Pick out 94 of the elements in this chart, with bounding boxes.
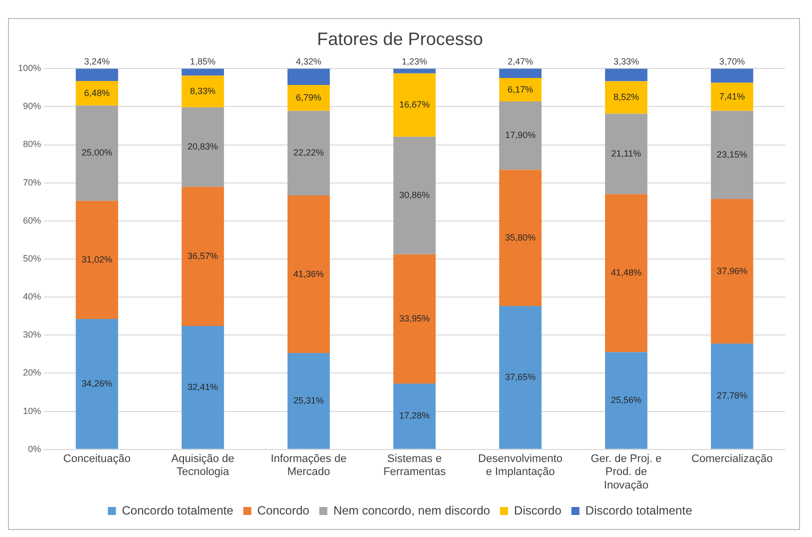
bar <box>605 68 648 82</box>
data-label: 37,96% <box>716 266 748 276</box>
bar <box>393 68 436 74</box>
bar <box>287 196 330 354</box>
data-label: 32,41% <box>188 382 218 392</box>
bar <box>499 78 542 102</box>
bar <box>710 82 754 111</box>
data-label: 16,67% <box>399 100 430 110</box>
y-tick-label: 80% <box>23 139 42 150</box>
data-label: 20,83% <box>188 142 218 152</box>
y-tick-label: 0% <box>28 444 42 454</box>
data-label: 27,78% <box>716 390 748 401</box>
data-label: 1,23% <box>402 56 428 67</box>
data-label: 8,52% <box>613 92 639 102</box>
bar <box>710 199 754 344</box>
bar <box>393 384 436 449</box>
bar <box>182 76 224 108</box>
data-label: 3,33% <box>613 56 639 67</box>
y-tick-label: 70% <box>23 177 42 188</box>
data-label: 17,90% <box>505 130 536 140</box>
y-tick-label: 50% <box>23 253 42 264</box>
bar <box>76 106 118 201</box>
data-label: 41,36% <box>293 268 324 279</box>
y-tick-label: 10% <box>23 406 42 416</box>
data-label: 4,32% <box>296 56 322 67</box>
y-tick-label: 40% <box>23 292 42 302</box>
data-label: 1,85% <box>190 56 216 67</box>
bar <box>76 318 118 449</box>
legend-label: Discordo <box>514 503 562 518</box>
x-tick-label: Sistemas e Ferramentas <box>383 453 446 478</box>
bar <box>76 68 118 81</box>
chart-title: Fatores de Processo <box>316 28 484 49</box>
data-label: 17,28% <box>399 410 430 421</box>
bar <box>287 85 330 111</box>
data-label: 3,70% <box>719 56 745 67</box>
x-tick-label: Informações de Mercado <box>270 453 347 478</box>
bar <box>710 68 754 83</box>
y-tick-label: 60% <box>23 215 42 226</box>
data-label: 6,17% <box>508 84 534 94</box>
data-label: 8,33% <box>190 86 216 96</box>
data-label: 31,02% <box>82 254 112 264</box>
y-tick-label: 30% <box>23 330 42 340</box>
bar <box>605 352 648 449</box>
x-tick-label: Comercialização <box>691 453 773 466</box>
bar <box>287 68 330 86</box>
x-tick-label: Ger. de Proj. e Prod. de Inovação <box>590 453 662 492</box>
y-tick-label: 20% <box>23 368 42 378</box>
data-label: 36,57% <box>188 250 218 261</box>
bar <box>182 68 224 76</box>
data-label: 21,11% <box>611 148 642 158</box>
bar <box>393 136 436 254</box>
data-label: 30,86% <box>399 190 430 200</box>
data-label: 2,47% <box>508 56 534 67</box>
data-label: 23,15% <box>716 149 748 160</box>
data-label: 3,24% <box>84 56 110 67</box>
legend-label: Concordo <box>257 503 310 518</box>
data-label: 6,48% <box>84 88 110 98</box>
bar <box>499 102 542 170</box>
data-label: 25,56% <box>610 394 642 405</box>
data-label: 25,31% <box>293 395 324 406</box>
bar <box>287 353 330 449</box>
data-label: 33,95% <box>399 313 430 324</box>
bar <box>605 194 648 352</box>
bar <box>182 326 224 449</box>
bar <box>499 170 542 306</box>
data-label: 7,41% <box>719 91 745 102</box>
x-tick-label: Desenvolvimento e Implantação <box>478 453 563 478</box>
bar <box>499 68 542 78</box>
data-label: 41,48% <box>610 268 642 278</box>
legend-label: Concordo totalmente <box>122 503 234 518</box>
data-label: 35,80% <box>505 232 536 242</box>
legend-label: Nem concordo, nem discordo <box>333 503 490 518</box>
bar <box>605 81 648 114</box>
data-label: 6,79% <box>296 92 322 102</box>
y-tick-label: 100% <box>18 63 42 74</box>
y-tick-label: 90% <box>23 101 42 112</box>
bar <box>605 114 648 194</box>
bar <box>182 186 224 326</box>
bar <box>287 110 330 196</box>
bar <box>710 110 754 200</box>
data-label: 37,65% <box>505 372 536 382</box>
bar <box>76 80 118 106</box>
bar <box>76 200 118 319</box>
legend-label: Discordo totalmente <box>585 503 692 518</box>
bar <box>710 344 754 449</box>
bar <box>182 107 224 187</box>
bar <box>393 73 436 137</box>
bar <box>393 254 436 384</box>
x-tick-label: Conceituação <box>63 453 131 466</box>
data-label: 34,26% <box>82 378 112 388</box>
bar <box>499 306 542 449</box>
x-tick-label: Aquisição de Tecnologia <box>171 453 234 478</box>
data-label: 25,00% <box>82 148 112 158</box>
data-label: 22,22% <box>293 148 324 158</box>
